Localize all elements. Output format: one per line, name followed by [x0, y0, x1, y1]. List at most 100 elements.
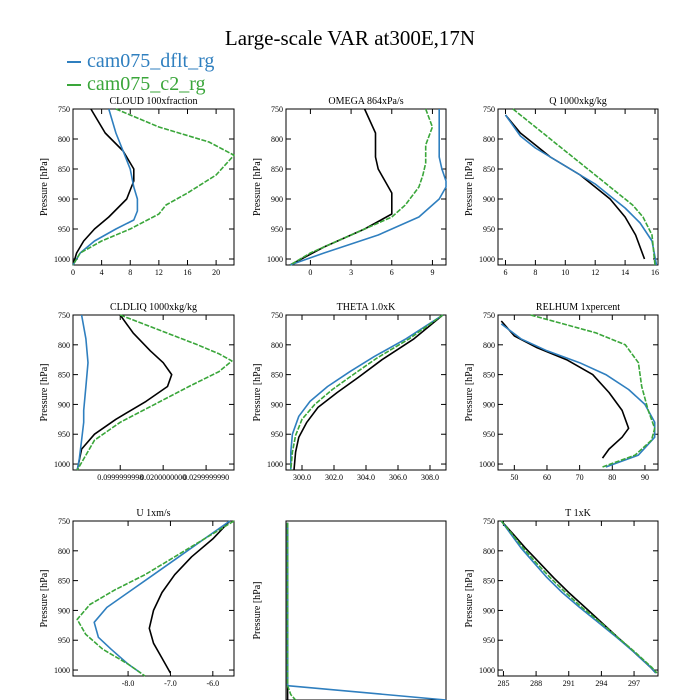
ytick-label: 750	[483, 311, 495, 320]
ytick-label: 1000	[54, 255, 70, 264]
ytick-label: 800	[483, 547, 495, 556]
panel-frame-7	[72, 520, 235, 677]
ytick-label: 750	[271, 311, 283, 320]
xtick-label: -7.0	[164, 679, 177, 688]
xtick-label: 70	[576, 473, 584, 482]
xtick-label: 50	[510, 473, 518, 482]
series-line-8-2	[286, 522, 447, 700]
series-line-6-1	[500, 320, 630, 459]
series-line-1-3	[72, 108, 235, 266]
panel-title-3: Q 1000xkg/kg	[549, 96, 607, 107]
xtick-label: 60	[543, 473, 551, 482]
ytick-label: 1000	[479, 666, 495, 675]
xtick-label: 10	[561, 268, 569, 277]
xtick-label: -8.0	[122, 679, 135, 688]
ytick-label: 800	[271, 135, 283, 144]
series-line-9-3	[500, 520, 658, 674]
xtick-label: 0.0200000000	[140, 473, 186, 482]
ytick-label: 1000	[267, 255, 283, 264]
series-line-5-2	[289, 314, 444, 470]
xtick-label: 297	[628, 679, 640, 688]
figure-title: Large-scale VAR at300E,17N	[224, 26, 476, 50]
panel-ylabel-1: Pressure [hPa]	[39, 158, 50, 216]
xtick-label: 12	[591, 268, 599, 277]
ytick-label: 900	[58, 195, 70, 204]
panel-ylabel-5: Pressure [hPa]	[252, 363, 263, 421]
legend-entry-c2: cam075_c2_rg	[67, 73, 206, 95]
xtick-label: 90	[641, 473, 649, 482]
panel-frame-2	[285, 108, 447, 266]
xtick-label: 3	[349, 268, 353, 277]
series-line-1-2	[72, 108, 139, 266]
panel-ylabel-9: Pressure [hPa]	[464, 569, 475, 627]
panel-ylabel-6: Pressure [hPa]	[464, 363, 475, 421]
series-line-4-2	[76, 314, 89, 471]
ytick-label: 850	[483, 577, 495, 586]
panel-title-4: CLDLIQ 1000xkg/kg	[110, 302, 197, 313]
ytick-label: 950	[271, 430, 283, 439]
legend-swatch-dflt	[67, 61, 81, 64]
xtick-label: 6	[503, 268, 507, 277]
xtick-label: 288	[530, 679, 542, 688]
panel-ylabel-3: Pressure [hPa]	[464, 158, 475, 216]
ytick-label: 850	[58, 371, 70, 380]
series-line-2-2	[289, 109, 447, 266]
series-line-7-3	[76, 520, 235, 677]
ytick-label: 1000	[479, 460, 495, 469]
series-line-5-3	[290, 314, 444, 471]
ytick-label: 800	[58, 341, 70, 350]
xtick-label: 4	[100, 268, 104, 277]
ytick-label: 900	[58, 400, 70, 409]
xtick-label: 302.0	[325, 473, 343, 482]
ytick-label: 850	[483, 165, 495, 174]
ytick-label: 750	[483, 517, 495, 526]
panel-frame-3	[497, 108, 659, 266]
xtick-label: 20	[212, 268, 220, 277]
xtick-label: 0	[71, 268, 75, 277]
legend-entry-dflt: cam075_dflt_rg	[67, 50, 214, 72]
ytick-label: 950	[483, 225, 495, 234]
series-line-7-2	[93, 520, 231, 674]
xtick-label: 294	[595, 679, 607, 688]
ytick-label: 750	[58, 105, 70, 114]
ytick-label: 900	[271, 195, 283, 204]
series-line-5-1	[293, 314, 444, 471]
panel-frame-5	[285, 314, 447, 471]
panel-ylabel-8: Pressure [hPa]	[252, 581, 263, 639]
panel-frame-1	[72, 108, 235, 266]
ytick-label: 750	[271, 105, 283, 114]
ytick-label: 800	[58, 135, 70, 144]
series-line-6-2	[500, 323, 656, 468]
ytick-label: 800	[58, 547, 70, 556]
ytick-label: 1000	[267, 460, 283, 469]
legend-swatch-c2	[67, 84, 81, 87]
ytick-label: 1000	[54, 666, 70, 675]
xtick-label: 0.0299999990	[183, 473, 229, 482]
ytick-label: 900	[483, 400, 495, 409]
ytick-label: 800	[271, 341, 283, 350]
ytick-label: 950	[58, 225, 70, 234]
ytick-label: 1000	[479, 255, 495, 264]
ytick-label: 850	[271, 371, 283, 380]
xtick-label: 0	[308, 268, 312, 277]
xtick-label: 8	[128, 268, 132, 277]
xtick-label: 8	[533, 268, 537, 277]
panel-title-6: RELHUM 1xpercent	[536, 302, 620, 313]
ytick-label: 950	[483, 636, 495, 645]
xtick-label: 300.0	[293, 473, 311, 482]
series-line-1-1	[72, 108, 135, 266]
ytick-label: 900	[483, 195, 495, 204]
ytick-label: 900	[483, 606, 495, 615]
panel-title-1: CLOUD 100xfraction	[109, 96, 197, 107]
ytick-label: 950	[483, 430, 495, 439]
panel-frame-9	[497, 520, 659, 677]
panel-ylabel-4: Pressure [hPa]	[39, 363, 50, 421]
xtick-label: 16	[651, 268, 659, 277]
ytick-label: 950	[58, 430, 70, 439]
series-line-3-2	[504, 114, 658, 266]
series-line-3-3	[512, 108, 656, 266]
legend-label-dflt: cam075_dflt_rg	[87, 50, 215, 72]
ytick-label: 750	[58, 311, 70, 320]
panel-ylabel-7: Pressure [hPa]	[39, 569, 50, 627]
xtick-label: 16	[183, 268, 191, 277]
